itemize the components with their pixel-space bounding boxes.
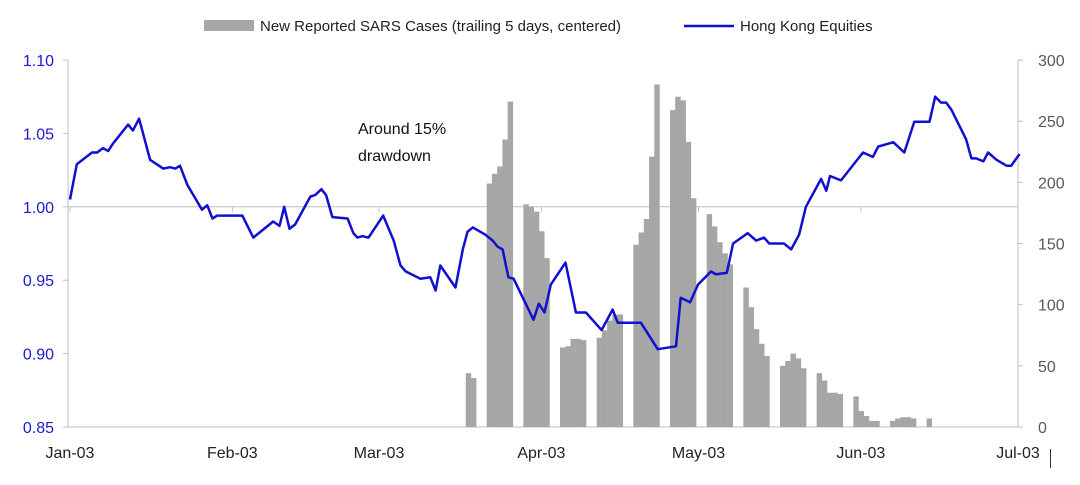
sars-case-bar — [680, 100, 686, 428]
sars-case-bar — [790, 353, 796, 427]
axes: 0.85 0.90 0.95 1.00 1.05 1.10 0 50 100 150 200 250 3… — [23, 53, 1065, 462]
sars-case-bar — [727, 264, 734, 427]
sars-case-bar — [544, 258, 550, 427]
sars-case-bar — [816, 373, 823, 427]
sars-case-bar — [580, 340, 587, 427]
right-tick-label: 0 — [1038, 420, 1047, 437]
sars-case-bar — [502, 139, 508, 427]
right-tick-label: 100 — [1038, 298, 1065, 315]
right-tick-label: 150 — [1038, 237, 1065, 254]
sars-case-bar — [670, 110, 676, 427]
annotation-line-2: drawdown — [358, 148, 431, 165]
legend-bar-swatch — [204, 20, 254, 31]
sars-case-bar — [895, 418, 901, 427]
sars-case-bar — [722, 253, 728, 427]
sars-case-bar — [638, 232, 645, 427]
sars-case-bar — [874, 420, 880, 427]
sars-case-bar — [654, 84, 660, 427]
sars-case-bar — [858, 411, 864, 427]
x-tick-label: Jun-03 — [836, 445, 885, 462]
sars-case-bar — [539, 231, 545, 427]
sars-case-bar — [717, 242, 723, 427]
right-tick-label: 50 — [1038, 359, 1056, 376]
legend: New Reported SARS Cases (trailing 5 days… — [204, 18, 873, 35]
left-tick-label: 1.10 — [23, 53, 54, 70]
x-tick-label: Jan-03 — [46, 445, 95, 462]
left-tick-label: 1.05 — [23, 126, 54, 143]
sars-case-bar — [612, 314, 618, 427]
x-tick-label: Mar-03 — [354, 445, 405, 462]
sars-case-bar — [800, 368, 807, 427]
sars-case-bar — [753, 329, 760, 427]
equities-line-group — [68, 95, 1021, 351]
sars-case-bar — [507, 101, 514, 428]
sars-case-bar — [690, 198, 697, 427]
sars-case-bar — [889, 420, 896, 427]
sars-case-bar — [533, 211, 540, 427]
legend-line-label: Hong Kong Equities — [740, 18, 873, 35]
sars-case-bar — [486, 183, 493, 427]
sars-case-bar — [643, 219, 650, 427]
legend-bar-label: New Reported SARS Cases (trailing 5 days… — [260, 18, 621, 35]
sars-case-bar — [596, 337, 603, 427]
sars-case-bar — [926, 418, 933, 427]
sars-case-bar — [748, 307, 755, 427]
sars-case-bar — [779, 365, 786, 427]
annotation-line-1: Around 15% — [358, 121, 446, 138]
sars-case-bar — [465, 373, 472, 427]
sars-case-bar — [900, 417, 906, 427]
sars-case-bar — [523, 204, 529, 427]
left-tick-label: 0.85 — [23, 420, 54, 437]
sars-case-bar — [675, 96, 681, 427]
sars-case-bar — [601, 330, 608, 427]
sars-case-bar — [821, 380, 828, 427]
x-tick-label: Apr-03 — [517, 445, 565, 462]
sars-case-bar — [491, 173, 498, 427]
bars — [465, 84, 933, 428]
right-tick-label: 300 — [1038, 53, 1065, 70]
left-tick-label: 1.00 — [23, 200, 54, 217]
sars-case-bar — [633, 244, 639, 427]
sars-case-bar — [607, 320, 613, 427]
sars-case-bar — [470, 378, 477, 427]
x-tick-label: Jul-03 — [996, 445, 1040, 462]
sars-case-bar — [649, 156, 655, 428]
sars-case-bar — [785, 360, 791, 427]
annotation: Around 15% drawdown — [358, 121, 446, 165]
sars-case-bar — [853, 396, 859, 427]
text-cursor — [1050, 449, 1051, 468]
sars-case-bar — [863, 415, 870, 427]
sars-case-bar — [570, 338, 576, 427]
sars-case-bar — [764, 356, 770, 427]
x-tick-label: May-03 — [672, 445, 725, 462]
sars-case-bar — [711, 226, 718, 427]
x-tick-label: Feb-03 — [207, 445, 258, 462]
sars-case-bar — [905, 417, 912, 427]
right-tick-label: 200 — [1038, 175, 1065, 192]
sars-case-bar — [706, 214, 713, 427]
left-tick-label: 0.90 — [23, 347, 54, 364]
sars-case-bar — [575, 338, 582, 427]
sars-case-bar — [560, 347, 566, 427]
sars-case-bar — [685, 141, 692, 428]
right-tick-label: 250 — [1038, 114, 1065, 131]
sars-case-bar — [837, 393, 844, 427]
hong-kong-equities-line — [68, 95, 1021, 351]
left-tick-label: 0.95 — [23, 273, 54, 290]
sars-case-bar — [497, 166, 503, 427]
sars-case-bar — [617, 314, 624, 427]
sars-case-bar — [743, 287, 749, 427]
sars-case-bar — [759, 343, 765, 427]
sars-case-bar — [832, 392, 838, 427]
sars-case-bar — [827, 392, 833, 427]
sars-case-bar — [869, 420, 875, 427]
sars-case-bar — [795, 358, 802, 427]
sars-case-bar — [910, 418, 917, 427]
sars-case-bar — [565, 346, 571, 427]
